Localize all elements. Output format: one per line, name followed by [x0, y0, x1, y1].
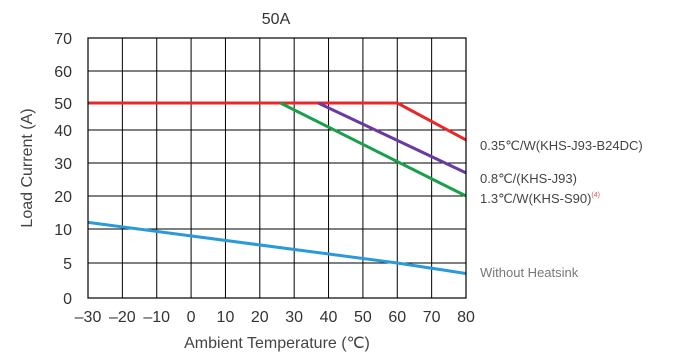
x-tick-label: 70: [423, 309, 441, 326]
y-tick-label: 5: [63, 256, 72, 273]
series-line-1: [88, 101, 467, 142]
y-axis-ticks: 0 5 10 20 30 40 50 60 70: [54, 31, 72, 308]
footnote-marker: (4): [591, 192, 600, 199]
y-tick-label: 0: [63, 291, 72, 308]
y-tick-label: 20: [54, 189, 72, 206]
y-tick-label: 70: [54, 31, 72, 48]
series-line-2: [317, 101, 467, 175]
x-tick-label: 40: [320, 309, 338, 326]
x-axis-label: Ambient Temperature (℃): [184, 335, 370, 352]
x-axis-ticks: –30 –20 –10 0 10 20 30 40 50 60 70 80: [75, 309, 475, 326]
x-tick-label: –30: [75, 309, 102, 326]
x-tick-label: 80: [457, 309, 475, 326]
series-label-1: 0.35℃/W(KHS-J93-B24DC): [480, 138, 643, 153]
x-tick-label: 30: [285, 309, 303, 326]
y-axis-label: Load Current (A): [19, 108, 36, 227]
series-line-4: [87, 220, 467, 275]
series-label-3: 1.3℃/W(KHS-S90)(4): [480, 191, 600, 206]
x-tick-label: 10: [217, 309, 235, 326]
series-labels: 0.35℃/W(KHS-J93-B24DC) 0.8℃/(KHS-J93) 1.3℃…: [480, 138, 643, 280]
y-tick-label: 50: [54, 96, 72, 113]
x-tick-label: 0: [187, 309, 196, 326]
chart-title: 50A: [262, 11, 291, 28]
y-tick-label: 10: [54, 222, 72, 239]
plot-frame: [87, 37, 467, 299]
x-tick-label: –20: [109, 309, 136, 326]
x-tick-label: 60: [388, 309, 406, 326]
y-tick-label: 40: [54, 123, 72, 140]
series-label-2: 0.8℃/(KHS-J93): [480, 171, 577, 186]
series-line-3: [279, 101, 467, 198]
series-label-4: Without Heatsink: [480, 265, 579, 280]
x-tick-label: 20: [251, 309, 269, 326]
y-tick-label: 30: [54, 156, 72, 173]
x-tick-label: 50: [354, 309, 372, 326]
plot-series: [87, 101, 467, 275]
y-tick-label: 60: [54, 64, 72, 81]
x-tick-label: –10: [143, 309, 170, 326]
